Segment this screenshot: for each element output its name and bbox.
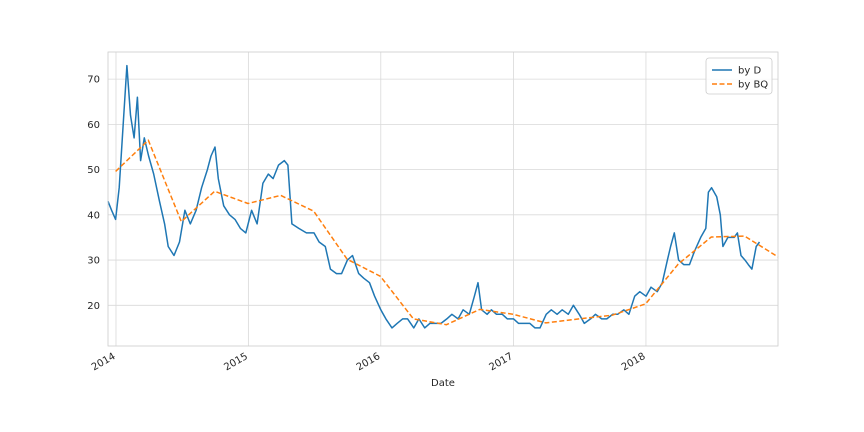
y-tick-label: 70 xyxy=(87,75,100,86)
y-tick-label: 50 xyxy=(87,165,100,176)
y-tick-label: 60 xyxy=(87,120,100,131)
y-tick-label: 30 xyxy=(87,256,100,267)
series-layer xyxy=(107,64,779,329)
gridlines xyxy=(108,52,778,346)
plot-area xyxy=(108,52,778,346)
y-tick-label: 40 xyxy=(87,210,100,221)
x-tick-label: 2014 xyxy=(90,351,118,373)
legend-label: by D xyxy=(738,66,761,77)
series-line-by-bq xyxy=(115,139,779,326)
y-tick-label: 20 xyxy=(87,301,100,312)
x-tick-label: 2017 xyxy=(488,351,516,373)
x-axis-label: Date xyxy=(431,378,455,389)
legend-label: by BQ xyxy=(738,80,768,91)
plot-frame xyxy=(107,51,779,347)
x-tick-label: 2018 xyxy=(620,351,648,373)
legend-box xyxy=(705,57,773,95)
legend: by D by BQ xyxy=(705,57,773,95)
x-tick-label: 2016 xyxy=(355,351,383,373)
x-tick-label: 2015 xyxy=(222,351,250,373)
